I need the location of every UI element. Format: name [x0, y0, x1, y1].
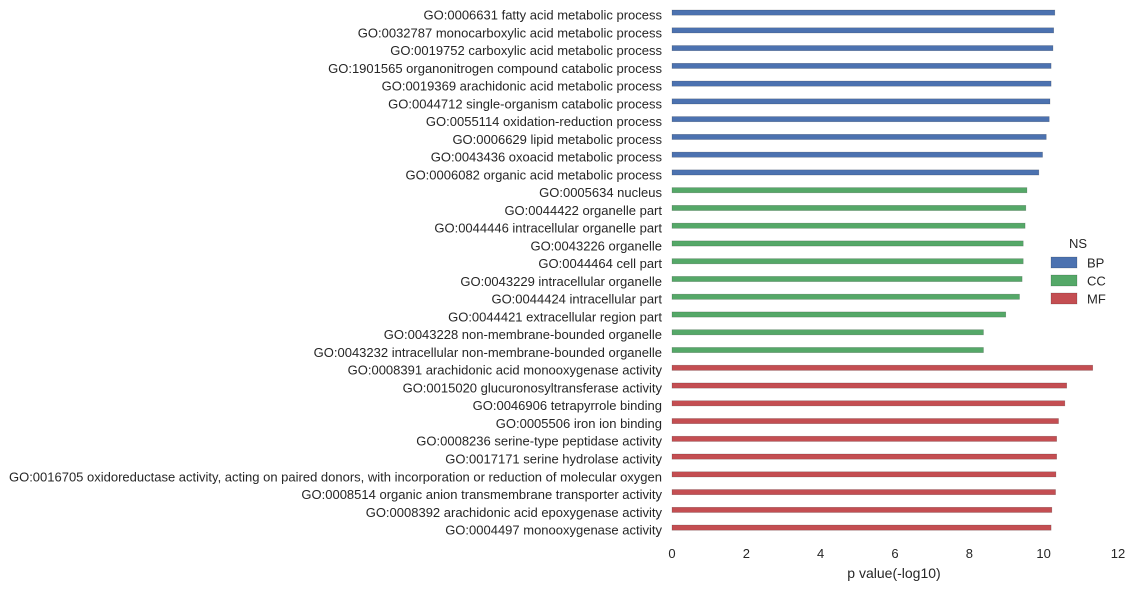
category-label: GO:0043229 intracellular organelle	[460, 274, 662, 289]
category-label: GO:0043228 non-membrane-bounded organell…	[384, 327, 662, 342]
legend-swatch-cc	[1050, 274, 1078, 287]
category-label: GO:0016705 oxidoreductase activity, acti…	[9, 469, 662, 484]
x-axis: 0 2 4 6 8 10 12	[668, 546, 1125, 561]
legend-label-bp: BP	[1087, 256, 1104, 271]
category-label: GO:0044421 extracellular region part	[448, 309, 662, 324]
category-label: GO:0005506 iron ion binding	[496, 416, 662, 431]
category-label: GO:0008236 serine-type peptidase activit…	[416, 434, 662, 449]
bar-cc	[671, 329, 984, 336]
category-label: GO:0008391 arachidonic acid monooxygenas…	[348, 363, 663, 378]
bar-mf	[671, 506, 1053, 513]
category-label: GO:1901565 organonitrogen compound catab…	[328, 61, 662, 76]
category-label: GO:0043226 organelle	[530, 238, 662, 253]
x-axis-title: p value(-log10)	[847, 565, 940, 581]
category-label: GO:0019369 arachidonic acid metabolic pr…	[382, 79, 663, 94]
bar-mf	[671, 453, 1057, 460]
legend-swatch-bp	[1050, 256, 1078, 269]
category-label: GO:0017171 serine hydrolase activity	[445, 452, 662, 467]
category-label: GO:0044446 intracellular organelle part	[434, 221, 662, 236]
category-label: GO:0044464 cell part	[538, 256, 662, 271]
category-label: GO:0032787 monocarboxylic acid metabolic…	[358, 25, 663, 40]
bar-bp	[671, 27, 1055, 34]
category-label: GO:0006631 fatty acid metabolic process	[424, 8, 663, 23]
bar-cc	[671, 240, 1024, 247]
bar-mf	[671, 489, 1056, 496]
category-label: GO:0004497 monooxygenase activity	[445, 523, 662, 538]
bar-cc	[671, 222, 1026, 229]
bar-mf	[671, 471, 1057, 478]
bar-mf	[671, 418, 1059, 424]
bar-mf	[671, 364, 1094, 371]
x-tick-label: 8	[966, 546, 973, 561]
category-label: GO:0008514 organic anion transmembrane t…	[301, 487, 662, 502]
bar-mf	[671, 524, 1052, 531]
bar-mf	[671, 382, 1068, 389]
bar-bp	[671, 151, 1043, 158]
bar-bp	[671, 80, 1052, 87]
bar-bp	[671, 169, 1040, 176]
bar-bp	[671, 62, 1052, 69]
category-label: GO:0055114 oxidation-reduction process	[426, 114, 663, 129]
bar-bp	[671, 98, 1051, 105]
category-label: GO:0006082 organic acid metabolic proces…	[405, 167, 662, 182]
category-label: GO:0044424 intracellular part	[491, 292, 662, 307]
bar-cc	[671, 258, 1024, 265]
category-label: GO:0046906 tetrapyrrole binding	[473, 398, 662, 413]
legend-label-cc: CC	[1087, 274, 1106, 289]
bar-bp	[671, 116, 1050, 123]
category-labels: GO:0006631 fatty acid metabolic process G…	[9, 8, 663, 538]
x-tick-label: 12	[1111, 546, 1125, 561]
category-label: GO:0006629 lipid metabolic process	[452, 132, 662, 147]
category-label: GO:0044712 single-organism catabolic pro…	[388, 96, 662, 111]
bar-mf	[671, 435, 1057, 442]
category-label: GO:0019752 carboxylic acid metabolic pro…	[390, 43, 662, 58]
legend-title: NS	[1069, 236, 1087, 251]
bar-bp	[671, 9, 1056, 16]
category-label: GO:0043436 oxoacid metabolic process	[431, 150, 663, 165]
bar-cc	[671, 187, 1028, 194]
category-label: GO:0044422 organelle part	[504, 203, 662, 218]
x-tick-label: 2	[743, 546, 750, 561]
category-label: GO:0005634 nucleus	[539, 185, 662, 200]
bar-bp	[671, 134, 1047, 140]
x-tick-label: 4	[817, 546, 824, 561]
bar-cc	[671, 276, 1023, 282]
bar-cc	[671, 293, 1020, 300]
category-label: GO:0043232 intracellular non-membrane-bo…	[314, 345, 662, 360]
legend-label-mf: MF	[1087, 292, 1106, 307]
bar-cc	[671, 347, 984, 353]
bar-bp	[671, 45, 1054, 52]
x-tick-label: 10	[1036, 546, 1050, 561]
bar-mf	[671, 400, 1066, 407]
category-label: GO:0015020 glucuronosyltransferase activ…	[403, 380, 663, 395]
bar-cc	[671, 311, 1007, 318]
x-tick-label: 0	[668, 546, 675, 561]
legend-swatch-mf	[1050, 292, 1078, 305]
bar-cc	[671, 205, 1027, 211]
x-tick-label: 6	[891, 546, 898, 561]
category-label: GO:0008392 arachidonic acid epoxygenase …	[366, 505, 663, 520]
bars-layer	[671, 9, 1094, 531]
